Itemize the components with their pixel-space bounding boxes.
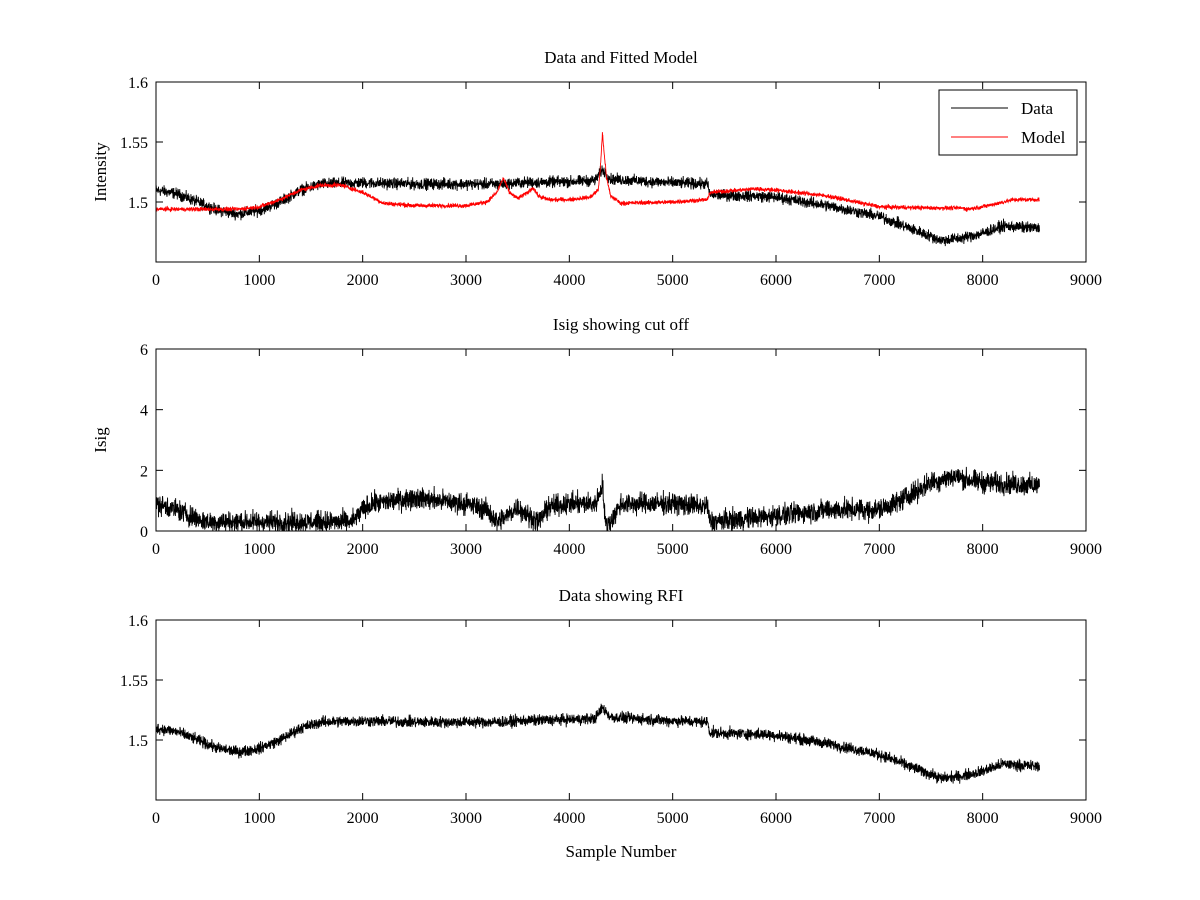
x-tick-label: 4000 <box>553 272 585 289</box>
x-tick-label: 4000 <box>553 541 585 558</box>
x-tick-label: 2000 <box>347 272 379 289</box>
legend: Data Model <box>938 89 1078 156</box>
x-tick-label: 8000 <box>967 810 999 827</box>
x-tick-label: 7000 <box>863 541 895 558</box>
y-tick-label: 4 <box>140 403 148 420</box>
y-tick-label: 1.55 <box>120 673 148 690</box>
x-tick-label: 5000 <box>657 810 689 827</box>
x-tick-label: 5000 <box>657 272 689 289</box>
y-tick-label: 0 <box>140 524 148 541</box>
x-tick-label: 7000 <box>863 272 895 289</box>
y-tick-label: 6 <box>140 342 148 359</box>
x-tick-label: 6000 <box>760 810 792 827</box>
x-tick-label: 0 <box>152 272 160 289</box>
x-tick-label: 5000 <box>657 541 689 558</box>
legend-label-data: Data <box>1021 99 1054 118</box>
y-tick-label: 1.5 <box>128 195 148 212</box>
chart-panel-2: 0 1000 2000 3000 4000 5000 6000 7000 8000 9000 0 2 4… <box>91 315 1102 558</box>
x-tick-label: 3000 <box>450 272 482 289</box>
x-tick-label: 6000 <box>760 272 792 289</box>
x-tick-label: 9000 <box>1070 810 1102 827</box>
series-line-data <box>155 466 1040 532</box>
x-tick-label: 2000 <box>347 541 379 558</box>
x-tick-label: 1000 <box>243 272 275 289</box>
series-line-data <box>155 165 1040 247</box>
series-line-model <box>155 132 1040 213</box>
x-tick-label: 8000 <box>967 272 999 289</box>
x-tick-label: 9000 <box>1070 541 1102 558</box>
y-tick-label: 1.6 <box>128 613 148 630</box>
axes-frame <box>155 81 1087 263</box>
series-line-data <box>155 703 1040 784</box>
x-tick-label: 1000 <box>243 541 275 558</box>
axes-frame <box>155 619 1087 801</box>
y-tick-label: 2 <box>140 463 148 480</box>
x-axis-label: Sample Number <box>566 842 677 861</box>
y-axis-label: Intensity <box>91 142 110 202</box>
chart-title: Data and Fitted Model <box>544 48 698 67</box>
y-axis-label: Isig <box>91 427 110 453</box>
legend-box <box>938 89 1078 156</box>
chart-panel-3: 0 1000 2000 3000 4000 5000 6000 7000 8000 9000 1.5… <box>120 586 1102 861</box>
x-tick-label: 0 <box>152 541 160 558</box>
x-tick-label: 2000 <box>347 810 379 827</box>
chart-panel-1: 0 1000 2000 3000 4000 5000 6000 7000 8000 9000 1.5… <box>91 48 1102 289</box>
x-tick-label: 1000 <box>243 810 275 827</box>
x-tick-label: 9000 <box>1070 272 1102 289</box>
chart-title: Isig showing cut off <box>553 315 689 334</box>
x-tick-label: 4000 <box>553 810 585 827</box>
x-tick-label: 8000 <box>967 541 999 558</box>
x-tick-label: 6000 <box>760 541 792 558</box>
chart-title: Data showing RFI <box>559 586 684 605</box>
y-tick-label: 1.5 <box>128 733 148 750</box>
axes-frame <box>155 348 1087 532</box>
x-tick-label: 0 <box>152 810 160 827</box>
x-tick-label: 3000 <box>450 541 482 558</box>
x-tick-label: 7000 <box>863 810 895 827</box>
legend-label-model: Model <box>1021 128 1066 147</box>
x-tick-label: 3000 <box>450 810 482 827</box>
y-tick-label: 1.55 <box>120 135 148 152</box>
y-tick-label: 1.6 <box>128 75 148 92</box>
